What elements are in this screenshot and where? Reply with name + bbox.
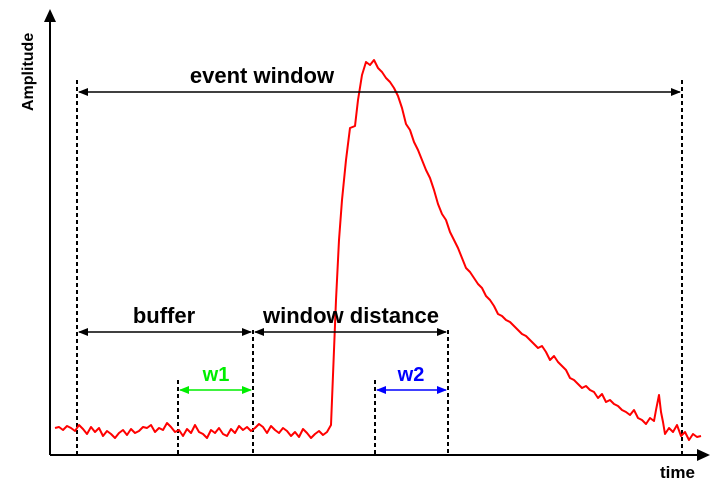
event-window-label: event window bbox=[190, 63, 335, 88]
window-distance-label: window distance bbox=[262, 303, 439, 328]
y-axis-label: Amplitude bbox=[20, 33, 37, 111]
signal-waveform bbox=[54, 59, 702, 441]
marker-lines bbox=[76, 80, 683, 455]
w1-label: w1 bbox=[202, 364, 230, 386]
buffer-label: buffer bbox=[133, 303, 196, 328]
w2-label: w2 bbox=[397, 364, 425, 386]
x-axis-arrowhead bbox=[697, 449, 710, 461]
x-axis-label: time bbox=[660, 463, 695, 482]
y-axis-arrowhead bbox=[44, 9, 56, 22]
